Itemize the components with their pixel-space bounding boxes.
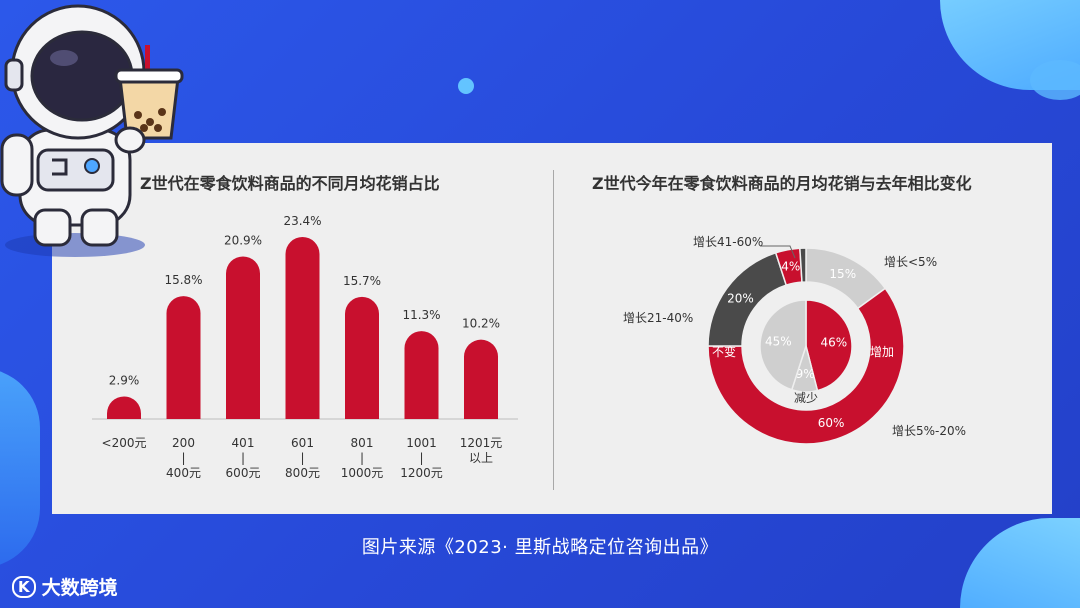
bar-category-label: 400元 [166,466,201,480]
inner-pie-value-label: 45% [765,335,792,349]
outer-ring-value-label: 20% [727,291,754,305]
brand-logo: K 大数跨境 [12,573,118,600]
bar-category-label: | [419,451,423,465]
inner-pie-value-label: 9% [796,367,815,381]
inner-pie-category-label: 增加 [870,345,894,359]
brand-logo-icon: K [12,575,36,598]
outer-ring-slice [707,287,905,445]
bar-value-label: 11.3% [402,308,440,322]
decor-blob-bottom-left [0,368,40,568]
donut-chart-title: Z世代今年在零食饮料商品的月均花销与去年相比变化 [592,174,972,193]
bar [464,339,498,419]
bar-category-label: 1200元 [400,466,443,480]
bar-category-label: | [360,451,364,465]
bar-category-label: <200元 [102,436,147,450]
leader-line [760,245,796,259]
bar-category-label: 200 [172,436,195,450]
bar-category-label: 801 [351,436,374,450]
bar-value-label: 15.7% [343,274,381,288]
outer-ring-value-label: 60% [818,416,845,430]
bar-value-label: 10.2% [462,317,500,331]
bar-category-label: 401 [232,436,255,450]
outer-ring-value-label: 4% [781,259,800,273]
brand-name: 大数跨境 [41,577,118,599]
outer-ring-value-label: 15% [829,267,856,281]
bar [404,331,439,419]
outer-ring-category-label: 增长21-40% [623,311,693,325]
bar [166,296,201,419]
bar-category-label: 1001 [406,436,437,450]
bar-category-label: 601 [291,436,314,450]
bar-chart-title: Z世代在零食饮料商品的不同月均花销占比 [140,174,440,193]
bar-category-label: 1000元 [341,466,384,480]
outer-ring-category-label: 增长41-60% [693,235,763,249]
inner-pie-category-label: 减少 [794,391,818,405]
bar-category-label: | [300,451,304,465]
inner-pie-slice [805,299,853,392]
bar-category-label: | [181,451,185,465]
bar-category-label: 以上 [469,451,493,465]
bar-value-label: 15.8% [164,273,202,287]
source-caption: 图片来源《2023· 里斯战略定位咨询出品》 [361,537,719,558]
bar-category-label: 800元 [285,466,320,480]
decor-dot [458,78,474,94]
bar [226,256,260,419]
inner-pie-slice [759,299,807,391]
outer-ring-slice [799,247,807,283]
bar [107,396,141,419]
bar-category-label: 1201元 [460,436,503,450]
bar [285,237,320,419]
decor-blob-top-right-small [1030,60,1080,100]
outer-ring-category-label: 增长5%-20% [892,424,966,438]
bar-value-label: 20.9% [224,233,262,247]
bar-value-label: 2.9% [109,373,140,387]
outer-ring-category-label: 增长<5% [884,255,937,269]
bar-category-label: 600元 [226,466,261,480]
bar-value-label: 23.4% [283,214,321,228]
astronaut-mascot-icon [0,4,184,257]
inner-pie-value-label: 46% [820,335,847,349]
panel-divider [553,170,554,490]
bar [345,296,379,419]
inner-pie-category-label: 不变 [712,344,736,359]
bar-category-label: | [241,451,245,465]
